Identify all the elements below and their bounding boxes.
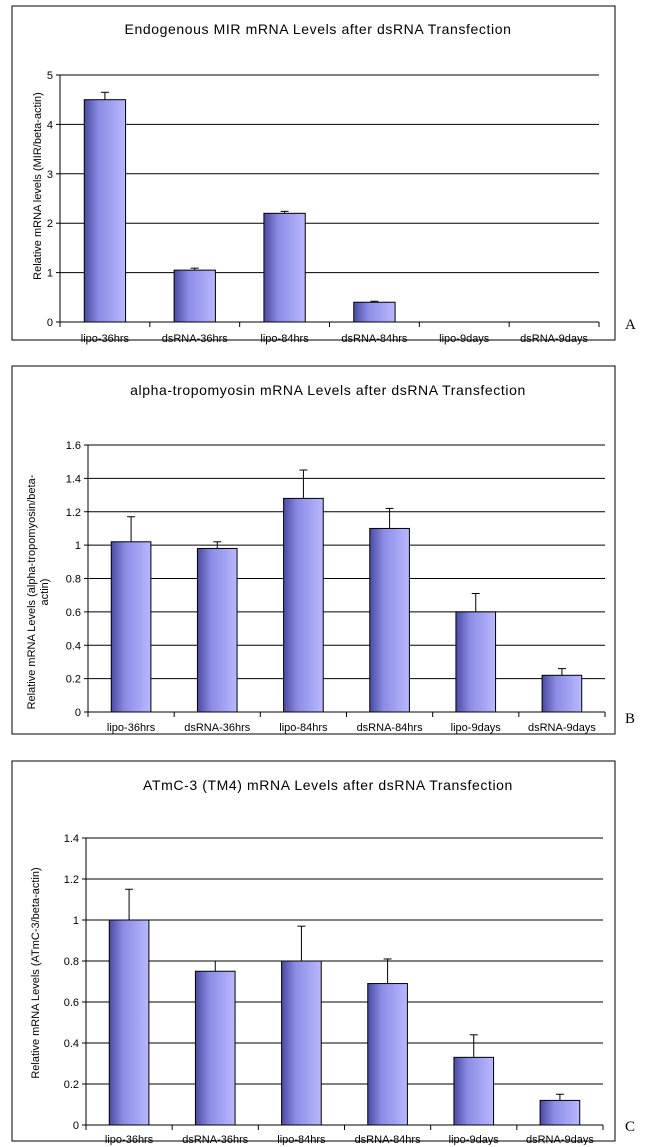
- x-tick-label: lipo-36hrs: [105, 1134, 154, 1145]
- y-tick-label: 2: [47, 218, 53, 230]
- y-tick-label: 0.8: [66, 574, 81, 586]
- chart-panel-c: ATmC-3 (TM4) mRNA Levels after dsRNA Tra…: [0, 757, 647, 1145]
- y-tick-label: 5: [47, 70, 53, 82]
- y-tick-label: 1.4: [66, 473, 81, 485]
- y-axis-label: Relative mRNA levels (MIR/beta-actin): [32, 92, 44, 280]
- bar: [173, 269, 216, 323]
- x-tick-label: lipo-84hrs: [260, 333, 309, 345]
- y-tick-label: 0.2: [64, 1079, 79, 1091]
- bar: [194, 970, 236, 1126]
- plot-area: 0 1 2 3 4 5 lipo-36hrs dsRNA-36hrs lipo-84hrs dsR…: [47, 70, 600, 345]
- y-tick-label: 0: [73, 1120, 79, 1132]
- y-axis-label: Relative mRNA Levels (ATmC-3/beta-actin): [30, 867, 42, 1078]
- chart-title: ATmC-3 (TM4) mRNA Levels after dsRNA Tra…: [143, 777, 513, 793]
- x-tick-label: lipo-36hrs: [107, 722, 156, 734]
- bar: [353, 301, 396, 323]
- y-tick-label: 0.4: [64, 1038, 79, 1050]
- x-tick-label: lipo-9days: [439, 333, 490, 345]
- x-tick-label: dsRNA-84hrs: [357, 722, 424, 734]
- x-tick-label: dsRNA-84hrs: [341, 333, 408, 345]
- x-tick-label: lipo-84hrs: [279, 722, 328, 734]
- y-tick-label: 1.4: [64, 833, 79, 845]
- chart-frame: [11, 5, 616, 341]
- y-tick-label: 1: [75, 540, 81, 552]
- chart-frame: [11, 760, 616, 1142]
- x-tick-label: dsRNA-9days: [520, 333, 588, 345]
- mir-chart: Endogenous MIR mRNA Levels after dsRNA T…: [11, 5, 636, 345]
- bar: [196, 547, 238, 713]
- x-tick-label: dsRNA-9days: [526, 1134, 594, 1145]
- y-tick-label: 0.6: [64, 997, 79, 1009]
- y-tick-label: 0: [47, 317, 53, 329]
- bar: [283, 497, 324, 713]
- y-tick-label: 1.6: [66, 440, 81, 452]
- chart-title: alpha-tropomyosin mRNA Levels after dsRN…: [130, 382, 526, 398]
- chart-frame: [11, 365, 616, 735]
- bar: [110, 541, 152, 713]
- chart-panel-a: Endogenous MIR mRNA Levels after dsRNA T…: [0, 0, 647, 345]
- x-tick-label: dsRNA-36hrs: [182, 1134, 249, 1145]
- x-tick-label: dsRNA-84hrs: [355, 1134, 422, 1145]
- bar: [455, 611, 497, 713]
- y-axis-label-line-2: actin): [39, 579, 51, 606]
- y-tick-label: 4: [47, 119, 53, 131]
- bar: [281, 960, 322, 1126]
- panel-label: A: [625, 317, 636, 333]
- x-tick-label: lipo-9days: [451, 722, 502, 734]
- bar: [369, 527, 410, 713]
- y-axis-label-line-1: Relative mRNA Levels (alpha-tropomyosin/…: [26, 474, 38, 709]
- atmc3-chart: ATmC-3 (TM4) mRNA Levels after dsRNA Tra…: [11, 760, 635, 1145]
- y-tick-label: 1: [47, 268, 53, 280]
- chart-panel-b: alpha-tropomyosin mRNA Levels after dsRN…: [0, 362, 647, 742]
- bar: [367, 983, 408, 1126]
- bar: [453, 1056, 495, 1126]
- y-tick-label: 1.2: [66, 507, 81, 519]
- y-tick-label: 0: [75, 707, 81, 719]
- panel-label: C: [625, 1119, 635, 1135]
- x-tick-label: lipo-36hrs: [81, 333, 130, 345]
- y-tick-label: 0.2: [66, 674, 81, 686]
- x-tick-label: lipo-84hrs: [277, 1134, 326, 1145]
- y-tick-label: 0.6: [66, 607, 81, 619]
- alpha-tropomyosin-chart: alpha-tropomyosin mRNA Levels after dsRN…: [11, 365, 635, 735]
- y-tick-label: 1: [73, 915, 79, 927]
- y-tick-label: 0.8: [64, 956, 79, 968]
- x-tick-label: dsRNA-36hrs: [162, 333, 229, 345]
- panel-label: B: [625, 711, 635, 727]
- plot-area: 0 0.2 0.4 0.6 0.8 1 1.2 1.4 lipo-36hrs dsRNA-36hr…: [64, 833, 604, 1145]
- x-tick-label: lipo-9days: [449, 1134, 500, 1145]
- y-tick-label: 1.2: [64, 874, 79, 886]
- x-tick-label: dsRNA-36hrs: [184, 722, 251, 734]
- bar: [539, 1099, 581, 1126]
- y-tick-label: 3: [47, 169, 53, 181]
- plot-area: 0 0.2 0.4 0.6 0.8 1 1.2 1.4 1.6 lipo-36hrs dsRNA-3…: [66, 440, 606, 734]
- x-tick-label: dsRNA-9days: [528, 722, 596, 734]
- y-axis-label: Relative mRNA Levels (alpha-tropomyosin/…: [26, 474, 51, 709]
- bar: [83, 99, 127, 323]
- bar: [541, 674, 583, 713]
- bar: [263, 212, 306, 323]
- chart-title: Endogenous MIR mRNA Levels after dsRNA T…: [125, 21, 512, 37]
- bar: [108, 919, 150, 1126]
- y-tick-label: 0.4: [66, 640, 81, 652]
